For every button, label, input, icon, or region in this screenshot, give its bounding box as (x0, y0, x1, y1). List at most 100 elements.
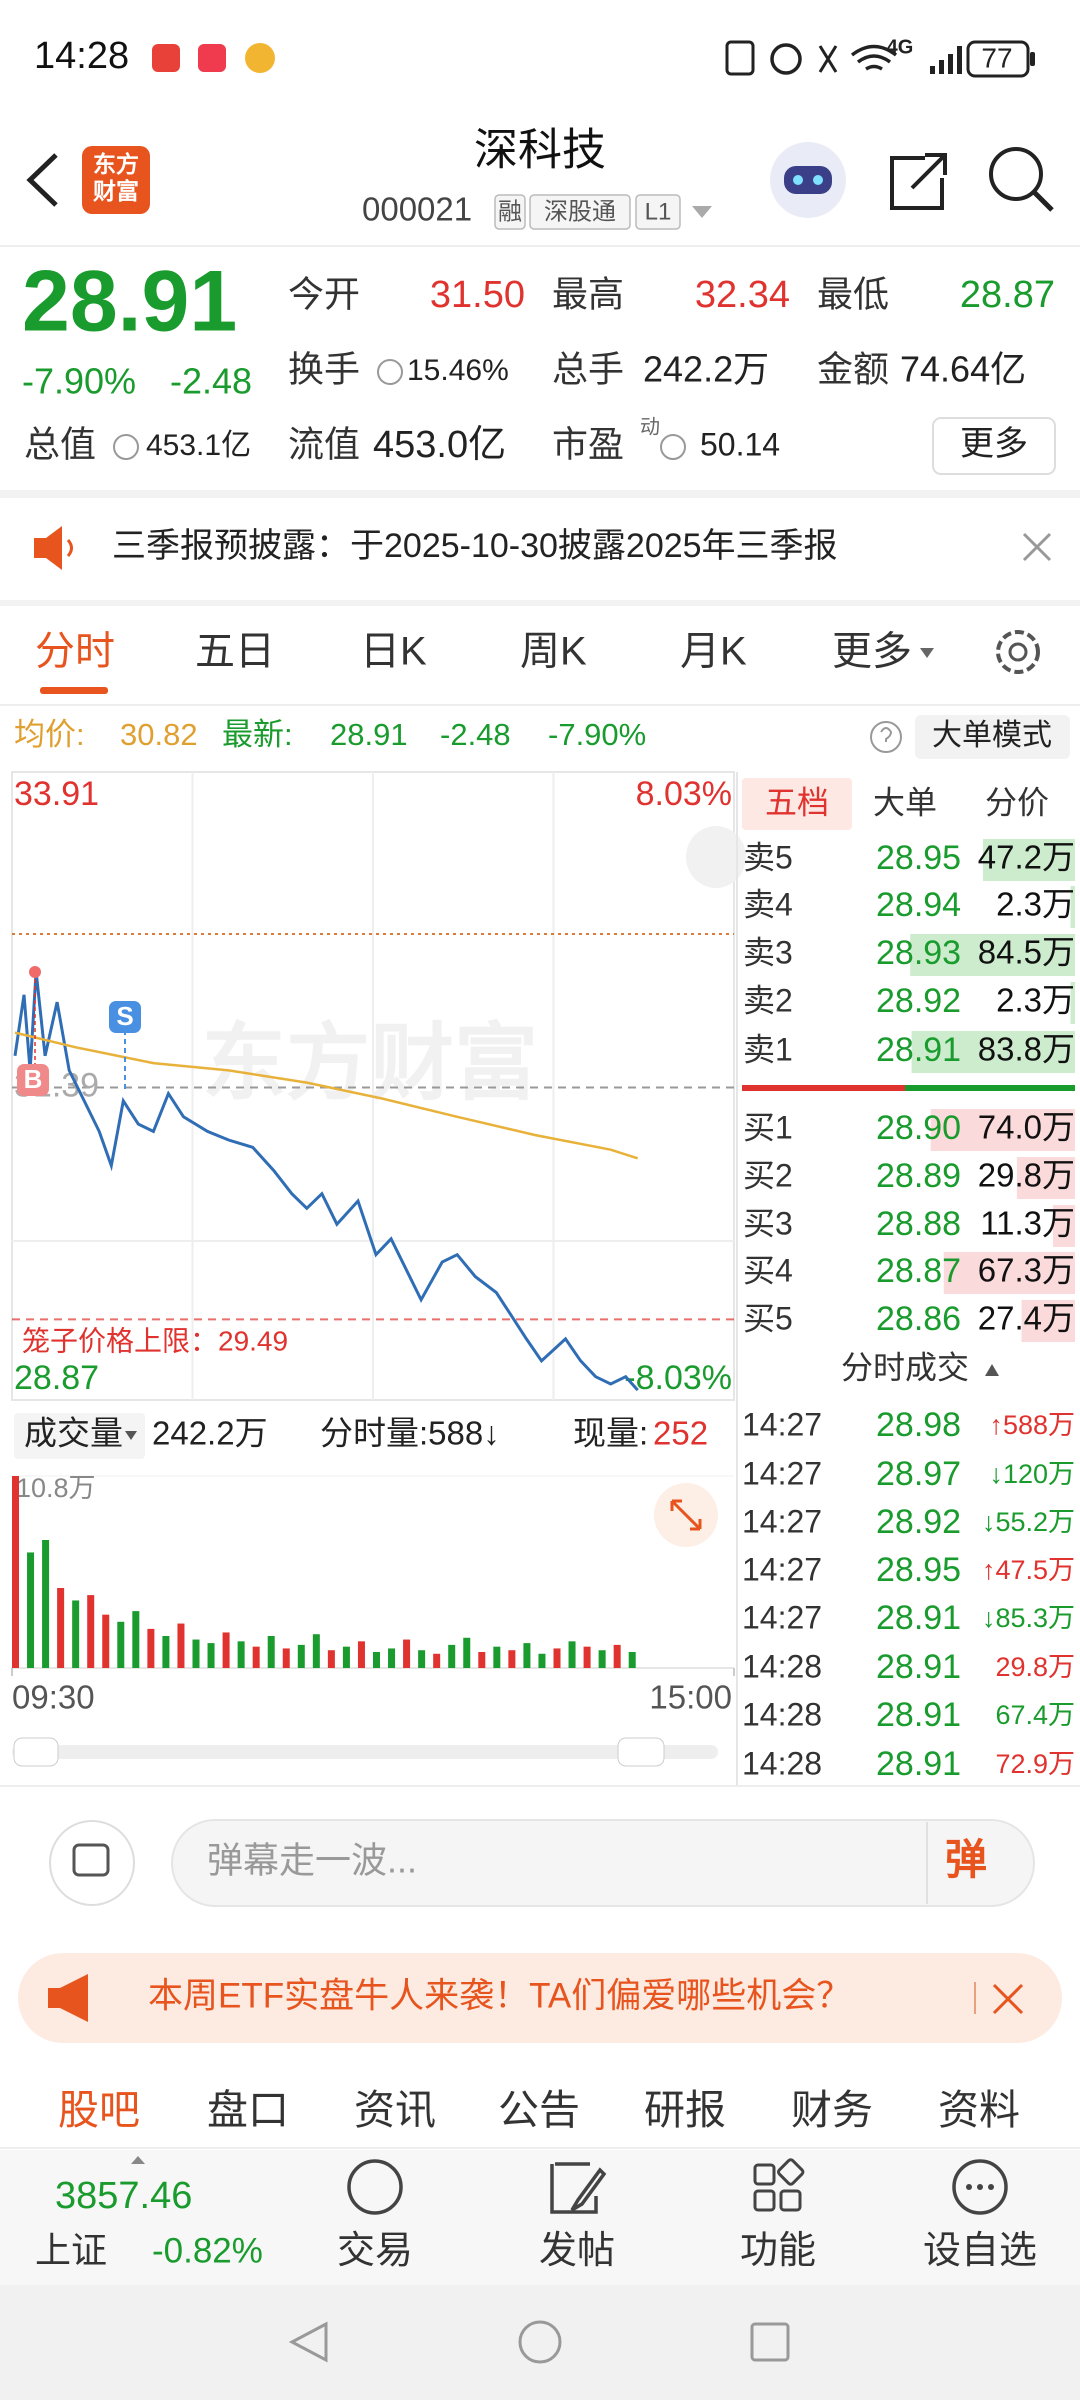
search-button[interactable] (989, 147, 1043, 201)
banner-text[interactable]: 本周ETF实盘牛人来袭！TA们偏爱哪些机会？ (148, 1976, 851, 2015)
nav-action[interactable]: 功能 (740, 2230, 816, 2272)
trade-volume: ↓55.2万 (982, 1507, 1075, 1537)
field-value: 74.64亿 (900, 349, 1026, 390)
sort-arrow[interactable] (985, 1364, 999, 1376)
volume-highlight (930, 1109, 1075, 1151)
floating-widget[interactable] (686, 826, 746, 888)
chart-tab[interactable]: 更多 (832, 630, 912, 674)
volume-bar (508, 1650, 516, 1668)
close-banner[interactable] (992, 1983, 1024, 2015)
volume-bar (117, 1621, 125, 1668)
mode-label[interactable]: 大单模式 (932, 719, 1052, 752)
dot (966, 2184, 972, 2190)
volume-bar (493, 1646, 501, 1668)
function-icon[interactable] (753, 2163, 776, 2186)
chart-tab[interactable]: 日K (360, 630, 427, 674)
book-price: 28.86 (876, 1300, 961, 1338)
field-value: 453.0亿 (373, 424, 506, 466)
help-mark (880, 727, 893, 742)
more-label[interactable]: 更多 (960, 425, 1028, 463)
dropdown-arrow[interactable] (920, 648, 934, 658)
trade-volume: ↑588万 (989, 1410, 1075, 1440)
trade-time: 14:28 (742, 1745, 822, 1781)
comment-input[interactable] (171, 1819, 1035, 1907)
post-icon[interactable] (550, 2162, 607, 2214)
nav-action[interactable]: 设自选 (923, 2230, 1037, 2272)
book-price: 28.93 (876, 934, 961, 972)
chart-tab[interactable]: 月K (680, 630, 747, 674)
chart-tab[interactable]: 分时 (35, 630, 115, 674)
book-volume: 84.5万 (978, 934, 1075, 971)
volume-label[interactable]: 成交量 (24, 1415, 123, 1452)
scrollbar[interactable] (12, 1745, 718, 1759)
speaker-wave (66, 539, 73, 557)
back-button[interactable] (26, 153, 58, 207)
nav-home[interactable] (518, 2320, 562, 2364)
volume-bar (628, 1652, 636, 1668)
field-label: 总值 (24, 424, 96, 465)
danmaku-settings[interactable] (49, 1820, 135, 1906)
volume-bar (282, 1648, 290, 1668)
volume-bar (72, 1600, 80, 1668)
volume-bar (192, 1639, 200, 1668)
nav-recent[interactable] (750, 2322, 790, 2362)
share-button[interactable] (890, 153, 947, 210)
section-tab[interactable]: 研报 (644, 2087, 726, 2133)
volume-bar (237, 1641, 245, 1668)
volume-highlight (1052, 1205, 1075, 1247)
banner[interactable] (18, 1953, 1062, 2043)
trade-time: 14:28 (742, 1648, 822, 1684)
book-tab[interactable]: 五档 (765, 784, 829, 820)
volume-bar (388, 1648, 396, 1668)
trade-volume: 72.9万 (995, 1749, 1075, 1779)
stock-name: 深科技 (474, 126, 606, 175)
watchlist-icon[interactable] (952, 2159, 1008, 2215)
dropdown-arrow[interactable] (692, 206, 712, 218)
more-button[interactable] (932, 417, 1056, 475)
buy-marker-label: B (24, 1064, 43, 1094)
trade-time: 14:27 (742, 1551, 822, 1587)
settings-button[interactable] (996, 630, 1040, 674)
mode-button[interactable] (915, 715, 1070, 759)
book-tab[interactable]: 分价 (985, 784, 1049, 820)
section-tab[interactable]: 股吧 (58, 2087, 140, 2133)
section-tab[interactable]: 资料 (938, 2087, 1020, 2133)
comment-placeholder[interactable]: 弹幕走一波... (207, 1840, 417, 1881)
price-line (13, 971, 639, 1392)
trade-time: 14:27 (742, 1599, 822, 1635)
section-tab[interactable]: 资讯 (354, 2087, 436, 2133)
section-tab[interactable]: 财务 (791, 2087, 873, 2133)
volume-highlight (911, 1031, 1075, 1073)
info-icon[interactable] (377, 359, 403, 385)
nav-action[interactable]: 发帖 (539, 2230, 615, 2272)
danmaku-button[interactable]: 弹 (945, 1836, 987, 1883)
info-icon[interactable] (660, 434, 686, 460)
field-label: 流值 (288, 424, 360, 465)
function-icon (779, 2189, 802, 2212)
bottom-nav (0, 2150, 1080, 2285)
scroll-handle[interactable] (617, 1737, 665, 1767)
summary-avg: 30.82 (120, 717, 198, 752)
danmaku-icon (72, 1843, 110, 1877)
tag-box (529, 194, 631, 230)
nav-back[interactable] (288, 2321, 328, 2363)
info-icon[interactable] (113, 434, 139, 460)
chart-tab[interactable]: 五日 (195, 630, 275, 674)
chart-tab[interactable]: 周K (520, 630, 587, 674)
field-label: 今开 (288, 274, 360, 315)
volume-selector[interactable] (14, 1413, 145, 1459)
trade-icon[interactable] (347, 2159, 403, 2215)
section-tab[interactable]: 公告 (498, 2087, 580, 2133)
volume-bar (132, 1611, 140, 1668)
scroll-handle[interactable] (13, 1737, 59, 1767)
logo (82, 146, 150, 214)
section-tab[interactable]: 盘口 (207, 2087, 289, 2133)
nav-action[interactable]: 交易 (337, 2230, 413, 2272)
help-icon[interactable] (870, 721, 902, 753)
book-price: 28.94 (876, 886, 961, 924)
volume-bar (538, 1653, 546, 1668)
book-level: 买5 (743, 1300, 793, 1336)
expand-icon (670, 1499, 702, 1531)
close-notice[interactable] (1022, 532, 1052, 562)
book-tab[interactable]: 大单 (873, 784, 937, 820)
